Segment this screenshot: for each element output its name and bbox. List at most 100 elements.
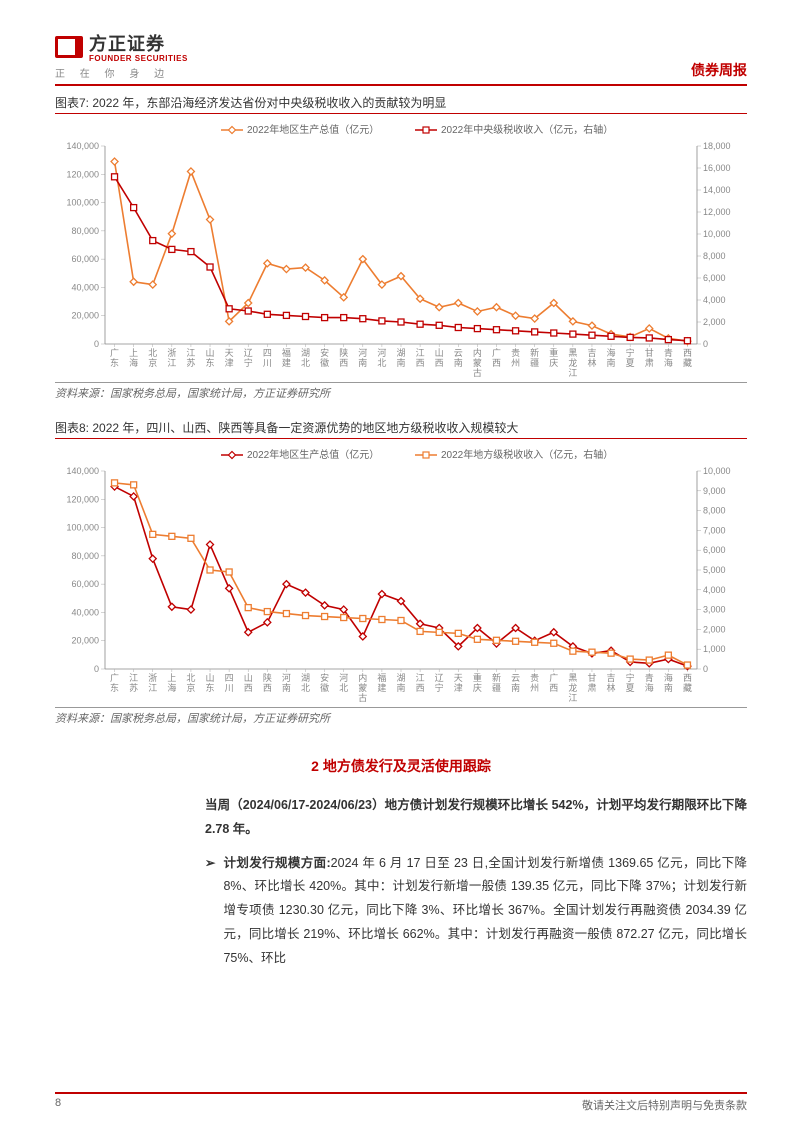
svg-text:疆: 疆 bbox=[492, 683, 501, 693]
svg-text:夏: 夏 bbox=[626, 683, 635, 693]
svg-text:100,000: 100,000 bbox=[66, 523, 99, 533]
svg-text:6,000: 6,000 bbox=[703, 273, 726, 283]
svg-text:海: 海 bbox=[129, 357, 138, 368]
svg-text:2022年地区生产总值（亿元）: 2022年地区生产总值（亿元） bbox=[247, 448, 379, 461]
svg-text:肃: 肃 bbox=[645, 357, 654, 368]
svg-text:西: 西 bbox=[492, 358, 501, 368]
svg-text:江: 江 bbox=[568, 693, 577, 703]
svg-text:上: 上 bbox=[129, 348, 138, 358]
svg-text:60,000: 60,000 bbox=[71, 254, 99, 264]
svg-text:东: 东 bbox=[206, 357, 215, 368]
svg-text:0: 0 bbox=[703, 339, 708, 349]
svg-text:8,000: 8,000 bbox=[703, 506, 726, 516]
svg-text:肃: 肃 bbox=[587, 682, 596, 693]
svg-text:贵: 贵 bbox=[511, 347, 520, 358]
svg-text:2,000: 2,000 bbox=[703, 624, 726, 634]
svg-text:北: 北 bbox=[186, 673, 195, 683]
svg-text:天: 天 bbox=[454, 673, 463, 683]
svg-text:2022年地区生产总值（亿元）: 2022年地区生产总值（亿元） bbox=[247, 123, 379, 136]
svg-text:120,000: 120,000 bbox=[66, 169, 99, 179]
svg-text:新: 新 bbox=[492, 672, 501, 683]
svg-text:江: 江 bbox=[416, 348, 425, 358]
svg-text:辽: 辽 bbox=[435, 673, 444, 683]
page-number: 8 bbox=[55, 1097, 61, 1113]
bullet-icon: ➢ bbox=[205, 852, 215, 971]
svg-text:河: 河 bbox=[377, 347, 386, 358]
bullet-body: 2024 年 6 月 17 日至 23 日,全国计划发行新增债 1369.65 … bbox=[223, 856, 747, 965]
bullet-label: 计划发行规模方面: bbox=[223, 856, 330, 870]
svg-text:夏: 夏 bbox=[626, 358, 635, 368]
svg-text:西: 西 bbox=[416, 358, 425, 368]
svg-text:20,000: 20,000 bbox=[71, 636, 99, 646]
svg-text:津: 津 bbox=[454, 683, 463, 693]
svg-text:海: 海 bbox=[167, 682, 176, 693]
chart7: 020,00040,00060,00080,000100,000120,0001… bbox=[55, 118, 747, 378]
svg-text:湖: 湖 bbox=[396, 673, 405, 683]
svg-text:广: 广 bbox=[110, 672, 119, 683]
logo-tagline: 正 在 你 身 边 bbox=[55, 65, 188, 80]
section2-body: 当周（2024/06/17-2024/06/23）地方债计划发行规模环比增长 5… bbox=[55, 794, 747, 970]
svg-text:5,000: 5,000 bbox=[703, 565, 726, 575]
svg-text:西: 西 bbox=[683, 673, 692, 683]
svg-text:西: 西 bbox=[244, 683, 253, 693]
svg-text:南: 南 bbox=[664, 682, 673, 693]
svg-text:山: 山 bbox=[206, 673, 215, 683]
svg-text:南: 南 bbox=[607, 357, 616, 368]
svg-text:湖: 湖 bbox=[396, 348, 405, 358]
svg-text:徽: 徽 bbox=[320, 682, 329, 693]
section2-intro: 当周（2024/06/17-2024/06/23）地方债计划发行规模环比增长 5… bbox=[205, 794, 747, 842]
svg-text:12,000: 12,000 bbox=[703, 207, 731, 217]
svg-text:江: 江 bbox=[129, 673, 138, 683]
svg-text:山: 山 bbox=[206, 348, 215, 358]
svg-text:黑: 黑 bbox=[568, 348, 577, 358]
svg-text:东: 东 bbox=[110, 357, 119, 368]
svg-text:10,000: 10,000 bbox=[703, 466, 731, 476]
svg-text:古: 古 bbox=[358, 692, 367, 703]
svg-text:西: 西 bbox=[263, 683, 272, 693]
svg-text:0: 0 bbox=[703, 664, 708, 674]
svg-text:青: 青 bbox=[645, 672, 654, 683]
svg-text:川: 川 bbox=[263, 358, 272, 368]
footer-disclaimer: 敬请关注文后特别声明与免责条款 bbox=[582, 1097, 747, 1113]
svg-text:江: 江 bbox=[148, 683, 157, 693]
svg-text:陕: 陕 bbox=[263, 672, 272, 683]
report-type: 债券周报 bbox=[691, 60, 747, 80]
svg-text:北: 北 bbox=[339, 683, 348, 693]
svg-text:山: 山 bbox=[244, 673, 253, 683]
svg-text:2022年地方级税收收入（亿元，右轴）: 2022年地方级税收收入（亿元，右轴） bbox=[441, 448, 613, 461]
svg-text:福: 福 bbox=[282, 347, 291, 358]
svg-text:0: 0 bbox=[94, 339, 99, 349]
svg-text:江: 江 bbox=[186, 348, 195, 358]
svg-text:江: 江 bbox=[416, 673, 425, 683]
svg-text:南: 南 bbox=[511, 682, 520, 693]
svg-text:西: 西 bbox=[435, 358, 444, 368]
svg-text:重: 重 bbox=[473, 672, 482, 683]
section2-bullet: 计划发行规模方面:2024 年 6 月 17 日至 23 日,全国计划发行新增债… bbox=[223, 852, 747, 971]
svg-text:浙: 浙 bbox=[167, 347, 176, 358]
svg-text:宁: 宁 bbox=[435, 682, 444, 693]
svg-text:20,000: 20,000 bbox=[71, 311, 99, 321]
svg-text:徽: 徽 bbox=[320, 357, 329, 368]
svg-text:辽: 辽 bbox=[244, 348, 253, 358]
svg-text:四: 四 bbox=[225, 673, 234, 683]
svg-text:8,000: 8,000 bbox=[703, 251, 726, 261]
svg-text:湖: 湖 bbox=[301, 673, 310, 683]
svg-text:南: 南 bbox=[358, 357, 367, 368]
svg-text:苏: 苏 bbox=[129, 682, 138, 693]
svg-text:西: 西 bbox=[549, 683, 558, 693]
svg-text:云: 云 bbox=[511, 673, 520, 683]
logo-block: 方正证券 FOUNDER SECURITIES 正 在 你 身 边 bbox=[55, 30, 188, 80]
svg-text:江: 江 bbox=[568, 368, 577, 378]
svg-text:6,000: 6,000 bbox=[703, 545, 726, 555]
svg-text:南: 南 bbox=[396, 682, 405, 693]
svg-text:北: 北 bbox=[148, 348, 157, 358]
svg-text:安: 安 bbox=[320, 347, 329, 358]
chart8-source: 资料来源：国家税务总局，国家统计局，方正证券研究所 bbox=[55, 707, 747, 726]
svg-text:黑: 黑 bbox=[568, 673, 577, 683]
svg-text:80,000: 80,000 bbox=[71, 226, 99, 236]
svg-text:宁: 宁 bbox=[626, 347, 635, 358]
svg-text:西: 西 bbox=[683, 348, 692, 358]
svg-text:陕: 陕 bbox=[339, 347, 348, 358]
svg-text:海: 海 bbox=[664, 672, 673, 683]
section2-heading: 2 地方债发行及灵活使用跟踪 bbox=[55, 756, 747, 776]
